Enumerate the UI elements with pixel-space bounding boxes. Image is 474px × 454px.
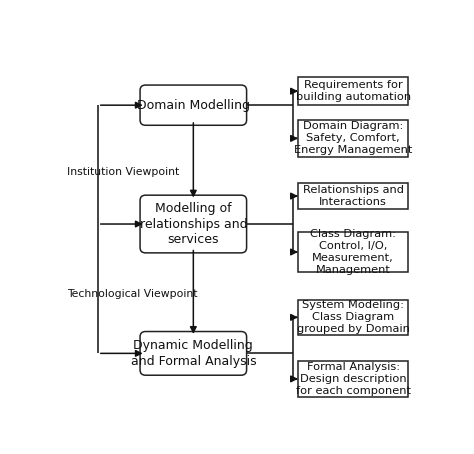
Text: Class Diagram:
Control, I/O,
Measurement,
Management: Class Diagram: Control, I/O, Measurement… — [310, 229, 396, 275]
Text: Dynamic Modelling
and Formal Analysis: Dynamic Modelling and Formal Analysis — [130, 339, 256, 368]
Text: Domain Modelling: Domain Modelling — [137, 99, 250, 112]
FancyBboxPatch shape — [298, 360, 408, 397]
Text: Requirements for
building automation: Requirements for building automation — [296, 80, 410, 102]
Text: System Modeling:
Class Diagram
grouped by Domain: System Modeling: Class Diagram grouped b… — [297, 301, 410, 334]
FancyBboxPatch shape — [140, 85, 246, 125]
FancyBboxPatch shape — [298, 120, 408, 157]
Text: Modelling of
relationships and
services: Modelling of relationships and services — [139, 202, 247, 246]
FancyBboxPatch shape — [298, 300, 408, 335]
FancyBboxPatch shape — [140, 195, 246, 253]
Text: Institution Viewpoint: Institution Viewpoint — [66, 167, 179, 177]
Text: Domain Diagram:
Safety, Comfort,
Energy Management: Domain Diagram: Safety, Comfort, Energy … — [294, 121, 412, 155]
FancyBboxPatch shape — [298, 183, 408, 209]
Text: Technological Viewpoint: Technological Viewpoint — [66, 289, 197, 299]
FancyBboxPatch shape — [298, 77, 408, 105]
Text: Formal Analysis:
Design description
for each component: Formal Analysis: Design description for … — [296, 362, 410, 396]
FancyBboxPatch shape — [298, 232, 408, 272]
FancyBboxPatch shape — [140, 331, 246, 375]
Text: Relationships and
Interactions: Relationships and Interactions — [302, 185, 404, 207]
